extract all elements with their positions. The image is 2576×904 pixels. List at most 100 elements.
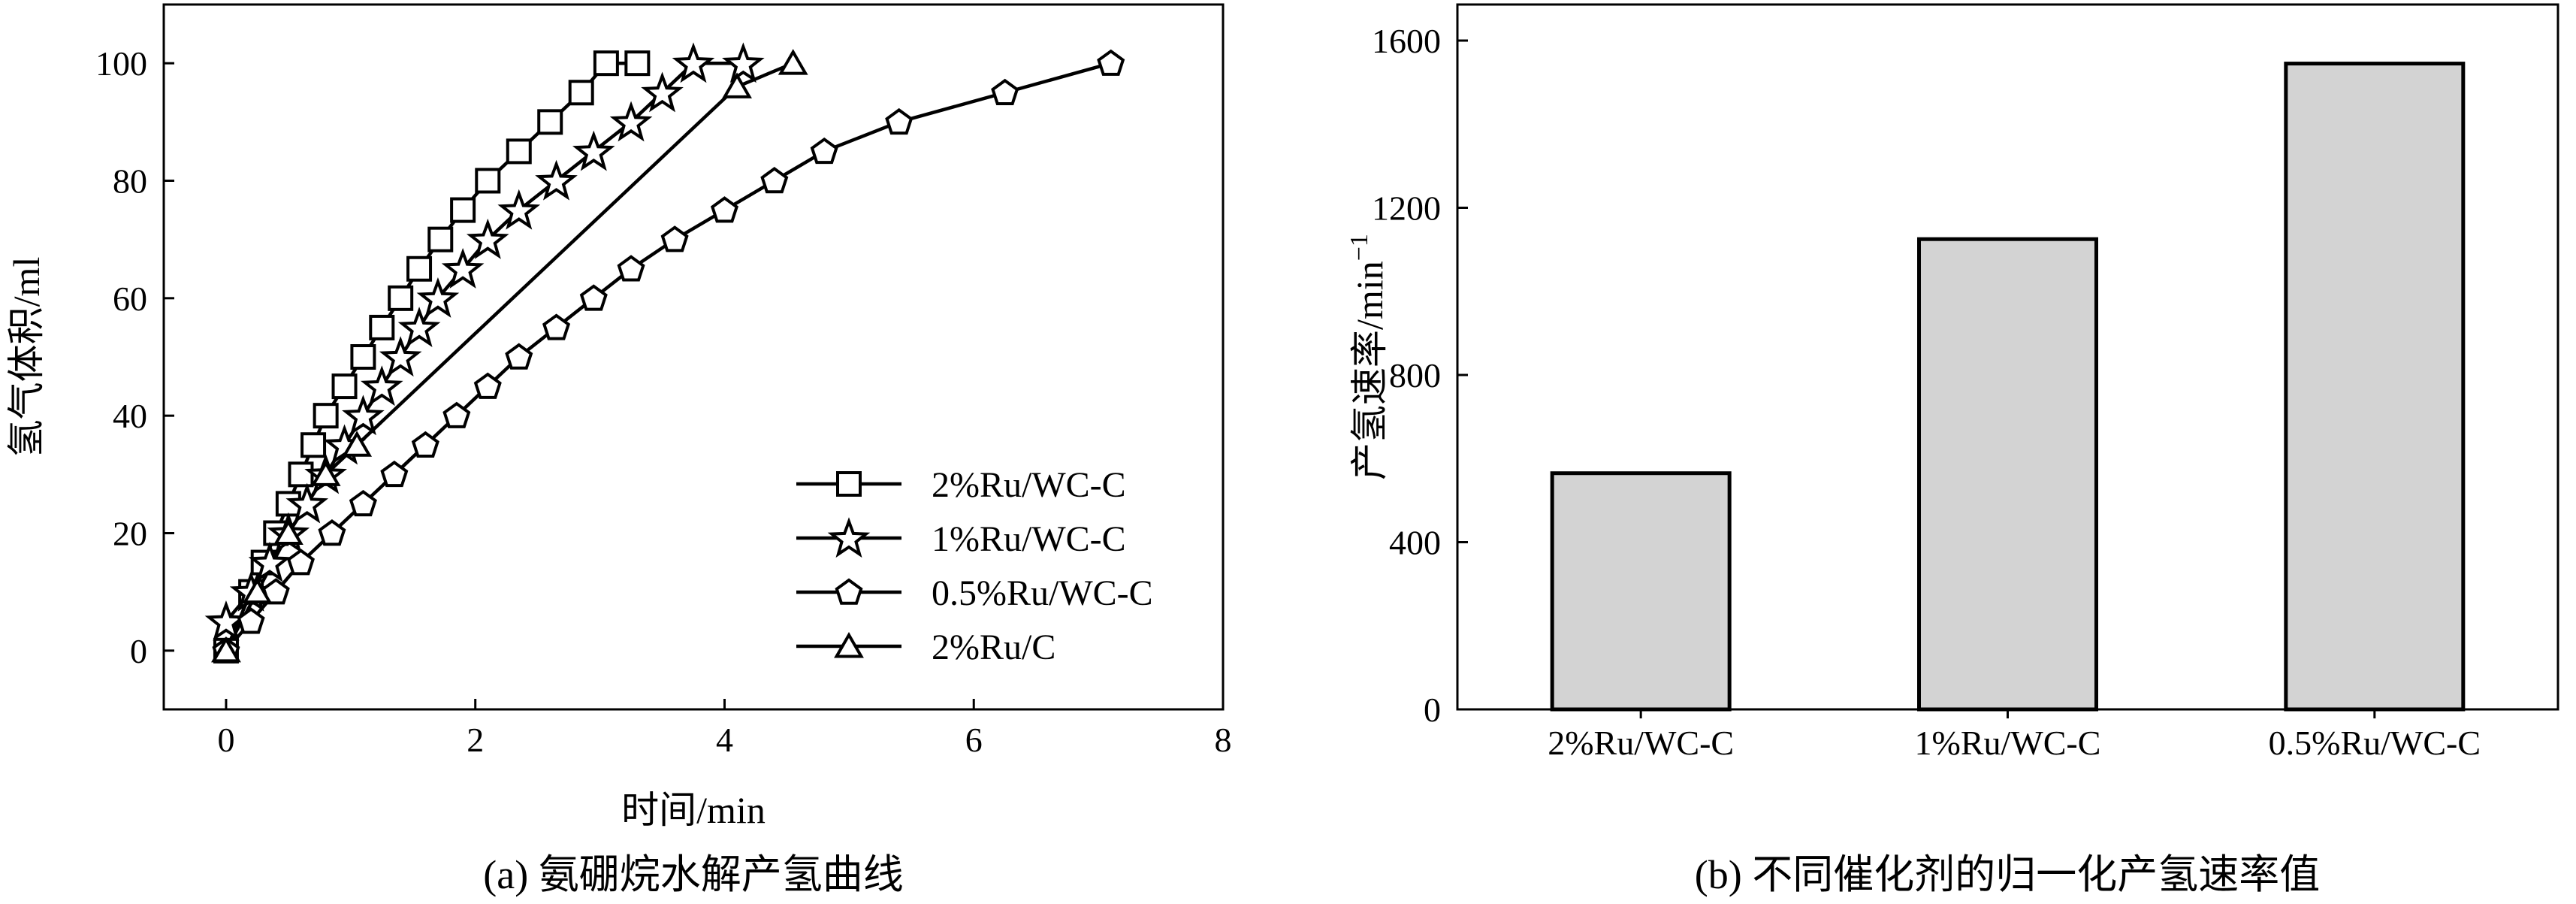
star-marker <box>466 218 509 259</box>
pentagon-marker <box>349 489 377 517</box>
pentagon-marker <box>411 431 439 458</box>
y-tick-label: 80 <box>113 162 147 201</box>
bar <box>2284 62 2466 712</box>
legend-label: 2%Ru/C <box>932 627 1055 667</box>
pentagon-marker <box>885 107 914 135</box>
square-marker <box>624 50 651 77</box>
legend-entry: 2%Ru/C <box>796 627 1055 667</box>
x-tick-label: 0 <box>217 721 234 759</box>
bar-chart-panel: 0 400 800 1200 1600 2%Ru/WC-C 1%Ru/WC-C 0.5%Ru… <box>1345 3 2559 897</box>
triangle-marker <box>273 519 304 545</box>
y-tick-label: 1200 <box>1372 189 1441 228</box>
pentagon-marker <box>505 343 533 370</box>
y-axis-label-b-superscript: −1 <box>1345 234 1373 261</box>
star-marker <box>641 71 684 113</box>
star-marker <box>342 395 385 436</box>
pentagon-marker <box>318 519 346 546</box>
caption-b: (b) 不同催化剂的归一化产氢速率值 <box>1695 852 2320 897</box>
y-tick-label: 0 <box>130 632 147 670</box>
star-marker <box>572 130 615 171</box>
pentagon-marker <box>579 284 608 311</box>
square-marker <box>406 255 433 282</box>
triangle-marker <box>242 577 273 604</box>
square-marker <box>537 109 563 135</box>
triangle-marker <box>722 72 752 98</box>
square-marker <box>288 461 314 488</box>
x-tick-label: 6 <box>965 721 983 759</box>
legend-label: 1%Ru/WC-C <box>932 519 1126 559</box>
x-tick-label: 2 <box>467 721 484 759</box>
pentagon-marker <box>286 549 315 576</box>
star-marker <box>379 336 422 377</box>
pentagon-marker <box>760 167 789 194</box>
y-axis-label: 氢气体积/ml <box>5 257 47 458</box>
bar <box>1550 471 1732 712</box>
star-marker <box>609 101 653 142</box>
plot-b-ticks: 0 400 800 1200 1600 <box>1372 22 1468 729</box>
star-marker <box>722 42 765 83</box>
square-marker <box>836 471 862 497</box>
legend-entry: 0.5%Ru/WC-C <box>796 573 1153 613</box>
star-marker <box>397 307 441 348</box>
square-marker <box>475 168 501 194</box>
pentagon-marker <box>442 401 471 428</box>
legend-entry: 2%Ru/WC-C <box>796 465 1126 505</box>
square-marker <box>331 373 358 400</box>
legend: 2%Ru/WC-C 1%Ru/WC-C 0.5%Ru/WC-C 2%Ru/C <box>796 465 1153 667</box>
pentagon-marker <box>835 578 863 605</box>
x-tick-label: 1%Ru/WC-C <box>1915 724 2101 762</box>
x-tick-label: 4 <box>716 721 733 759</box>
triangle-marker <box>310 460 341 486</box>
y-tick-label: 800 <box>1389 356 1441 395</box>
plot-a-frame <box>162 3 1225 711</box>
pentagon-marker <box>380 460 409 488</box>
x-tick-label: 8 <box>1215 721 1232 759</box>
star-marker <box>535 159 578 201</box>
legend-label: 0.5%Ru/WC-C <box>932 573 1153 613</box>
y-tick-label: 1600 <box>1372 22 1441 60</box>
y-tick-label: 0 <box>1424 691 1441 729</box>
y-axis-label-b-main: 产氢速率/min <box>1348 261 1391 480</box>
legend-entry: 1%Ru/WC-C <box>796 517 1126 559</box>
triangle-marker <box>211 636 241 663</box>
square-marker <box>427 226 454 252</box>
plot-a-markers <box>204 42 1125 664</box>
square-marker <box>313 403 339 429</box>
star-marker <box>827 517 871 558</box>
pentagon-marker <box>991 78 1019 106</box>
y-tick-label: 40 <box>113 397 147 435</box>
x-tick-label: 2%Ru/WC-C <box>1548 724 1734 762</box>
square-marker <box>369 314 395 340</box>
series-line-star <box>225 61 744 623</box>
pentagon-marker <box>810 137 838 165</box>
x-axis-label: 时间/min <box>621 789 766 831</box>
star-marker <box>441 247 485 289</box>
bar <box>1917 237 2098 712</box>
caption-a: (a) 氨硼烷水解产氢曲线 <box>483 852 903 897</box>
y-tick-label: 60 <box>113 280 147 318</box>
legend-label: 2%Ru/WC-C <box>932 465 1126 505</box>
y-tick-label: 100 <box>95 44 147 83</box>
star-marker <box>248 541 291 582</box>
pentagon-marker <box>1097 49 1125 76</box>
square-marker <box>300 432 327 458</box>
star-marker <box>416 277 460 318</box>
square-marker <box>593 50 619 77</box>
pentagon-marker <box>710 196 738 223</box>
star-marker <box>360 365 403 407</box>
square-marker <box>350 344 376 370</box>
triangle-marker <box>834 631 864 658</box>
y-tick-label: 400 <box>1389 524 1441 562</box>
x-tick-label: 0.5%Ru/WC-C <box>2269 724 2481 762</box>
square-marker <box>568 80 594 106</box>
series-line-square <box>224 61 638 652</box>
plot-b-bars: 2%Ru/WC-C 1%Ru/WC-C 0.5%Ru/WC-C <box>1548 62 2481 762</box>
square-marker <box>450 197 476 223</box>
y-axis-label-b: 产氢速率/min−1 <box>1345 234 1391 480</box>
star-marker <box>672 42 715 83</box>
triangle-marker <box>342 431 373 457</box>
square-marker <box>506 138 532 165</box>
square-marker <box>388 285 414 311</box>
